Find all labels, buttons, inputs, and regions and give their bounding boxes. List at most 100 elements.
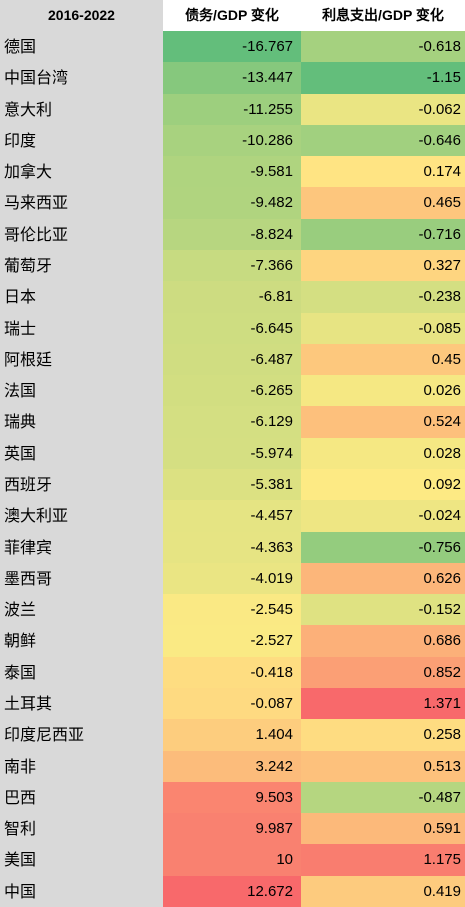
table-row: 智利 9.987 0.591	[0, 813, 465, 845]
interest-change-cell: 0.026	[301, 375, 465, 407]
country-label: 德国	[0, 31, 163, 63]
interest-change-cell: 0.092	[301, 469, 465, 501]
debt-change-cell: -6.645	[163, 312, 301, 344]
interest-change-cell: -0.062	[301, 93, 465, 125]
table-row: 日本 -6.81 -0.238	[0, 281, 465, 313]
debt-change-cell: -7.366	[163, 250, 301, 282]
header-period: 2016-2022	[0, 0, 163, 31]
table-row: 印度 -10.286 -0.646	[0, 124, 465, 157]
header-row: 2016-2022 债务/GDP 变化 利息支出/GDP 变化	[0, 0, 465, 31]
table-row: 南非 3.242 0.513	[0, 750, 465, 782]
table-row: 马来西亚 -9.482 0.465	[0, 187, 465, 219]
country-label: 马来西亚	[0, 187, 163, 219]
country-label: 阿根廷	[0, 343, 163, 376]
debt-change-cell: -16.767	[163, 31, 301, 63]
interest-change-cell: 0.327	[301, 250, 465, 282]
table-row: 印度尼西亚 1.404 0.258	[0, 719, 465, 751]
debt-change-cell: -4.019	[163, 562, 301, 595]
table-row: 菲律宾 -4.363 -0.756	[0, 531, 465, 563]
debt-change-cell: -0.418	[163, 656, 301, 688]
debt-change-cell: -2.545	[163, 594, 301, 626]
debt-change-cell: 10	[163, 844, 301, 876]
country-label: 朝鲜	[0, 625, 163, 657]
country-label: 南非	[0, 750, 163, 782]
interest-change-cell: 0.513	[301, 750, 465, 782]
debt-change-cell: -9.581	[163, 156, 301, 188]
table-row: 葡萄牙 -7.366 0.327	[0, 250, 465, 282]
interest-change-cell: -1.15	[301, 62, 465, 94]
debt-change-cell: -6.487	[163, 343, 301, 376]
table-row: 泰国 -0.418 0.852	[0, 656, 465, 688]
country-label: 中国	[0, 875, 163, 907]
table-row: 瑞典 -6.129 0.524	[0, 406, 465, 438]
interest-change-cell: 0.852	[301, 656, 465, 688]
table-row: 墨西哥 -4.019 0.626	[0, 562, 465, 595]
interest-change-cell: 0.626	[301, 562, 465, 595]
debt-change-cell: -0.087	[163, 688, 301, 720]
country-label: 美国	[0, 844, 163, 876]
table-row: 朝鲜 -2.527 0.686	[0, 625, 465, 657]
interest-change-cell: -0.487	[301, 781, 465, 814]
interest-change-cell: 1.175	[301, 844, 465, 876]
country-label: 法国	[0, 375, 163, 407]
country-label: 加拿大	[0, 156, 163, 188]
country-label: 土耳其	[0, 688, 163, 720]
country-label: 日本	[0, 281, 163, 313]
interest-change-cell: -0.716	[301, 218, 465, 250]
debt-change-cell: -13.447	[163, 62, 301, 94]
country-label: 瑞典	[0, 406, 163, 438]
table-row: 澳大利亚 -4.457 -0.024	[0, 500, 465, 532]
table-row: 中国台湾 -13.447 -1.15	[0, 62, 465, 94]
country-label: 印度	[0, 124, 163, 157]
interest-change-cell: -0.756	[301, 531, 465, 563]
table-row: 意大利 -11.255 -0.062	[0, 93, 465, 125]
interest-change-cell: 0.174	[301, 156, 465, 188]
debt-change-cell: -9.482	[163, 187, 301, 219]
country-label: 西班牙	[0, 469, 163, 501]
country-label: 哥伦比亚	[0, 218, 163, 250]
table-row: 阿根廷 -6.487 0.45	[0, 343, 465, 376]
header-interest-change: 利息支出/GDP 变化	[301, 0, 465, 31]
table-row: 中国 12.672 0.419	[0, 875, 465, 907]
interest-change-cell: -0.085	[301, 312, 465, 344]
country-label: 泰国	[0, 656, 163, 688]
debt-change-cell: -6.129	[163, 406, 301, 438]
table-row: 加拿大 -9.581 0.174	[0, 156, 465, 188]
table-row: 波兰 -2.545 -0.152	[0, 594, 465, 626]
table-row: 法国 -6.265 0.026	[0, 375, 465, 407]
country-label: 巴西	[0, 781, 163, 814]
header-debt-change: 债务/GDP 变化	[163, 0, 301, 31]
country-label: 英国	[0, 437, 163, 469]
table-row: 瑞士 -6.645 -0.085	[0, 312, 465, 344]
debt-change-cell: -2.527	[163, 625, 301, 657]
interest-change-cell: 0.028	[301, 437, 465, 469]
table-row: 德国 -16.767 -0.618	[0, 31, 465, 63]
interest-change-cell: -0.238	[301, 281, 465, 313]
country-label: 中国台湾	[0, 62, 163, 94]
debt-change-cell: 9.503	[163, 781, 301, 814]
debt-change-cell: -11.255	[163, 93, 301, 125]
debt-change-cell: -4.363	[163, 531, 301, 563]
debt-change-cell: -6.81	[163, 281, 301, 313]
country-label: 意大利	[0, 93, 163, 125]
debt-change-cell: -10.286	[163, 124, 301, 157]
table-row: 土耳其 -0.087 1.371	[0, 688, 465, 720]
country-label: 智利	[0, 813, 163, 845]
interest-change-cell: 0.591	[301, 813, 465, 845]
table-row: 哥伦比亚 -8.824 -0.716	[0, 218, 465, 250]
country-label: 葡萄牙	[0, 250, 163, 282]
interest-change-cell: 1.371	[301, 688, 465, 720]
interest-change-cell: -0.152	[301, 594, 465, 626]
interest-change-cell: 0.419	[301, 875, 465, 907]
debt-change-cell: -6.265	[163, 375, 301, 407]
interest-change-cell: -0.618	[301, 31, 465, 63]
debt-change-cell: -4.457	[163, 500, 301, 532]
debt-change-cell: -5.381	[163, 469, 301, 501]
country-label: 印度尼西亚	[0, 719, 163, 751]
country-label: 墨西哥	[0, 562, 163, 595]
country-label: 澳大利亚	[0, 500, 163, 532]
debt-change-cell: 12.672	[163, 875, 301, 907]
interest-change-cell: 0.686	[301, 625, 465, 657]
interest-change-cell: -0.024	[301, 500, 465, 532]
